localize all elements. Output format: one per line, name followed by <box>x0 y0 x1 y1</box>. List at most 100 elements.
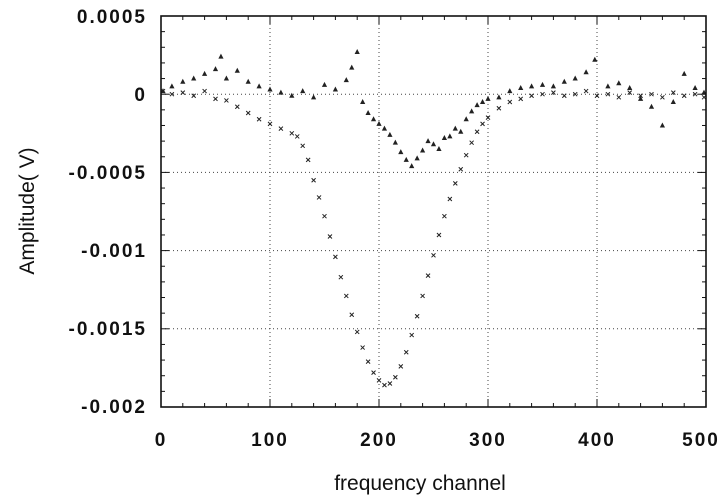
data-point-x <box>409 332 415 338</box>
data-point-x <box>518 96 524 102</box>
data-point-x <box>627 90 633 95</box>
data-point-triangle <box>349 64 355 70</box>
data-point-x <box>458 166 464 172</box>
data-point-x <box>469 140 475 146</box>
data-point-x <box>316 195 322 200</box>
data-point-triangle <box>474 102 480 108</box>
data-point-triangle <box>436 145 442 151</box>
data-point-triangle <box>479 99 486 105</box>
data-point-triangle <box>430 141 437 147</box>
data-point-x <box>507 99 513 105</box>
data-point-x <box>371 370 376 375</box>
data-point-x <box>300 143 306 149</box>
data-point-triangle <box>256 83 262 89</box>
data-point-x <box>616 94 622 100</box>
data-point-triangle <box>370 116 377 122</box>
data-point-x <box>436 232 442 238</box>
data-point-triangle <box>507 88 513 94</box>
data-point-x <box>447 196 453 202</box>
data-point-x <box>403 349 409 355</box>
x-tick-label: 100 <box>251 430 289 451</box>
data-point-x <box>191 93 197 99</box>
data-point-x <box>463 152 469 158</box>
data-point-triangle <box>670 99 676 105</box>
data-point-triangle <box>550 83 556 89</box>
data-point-triangle <box>692 84 698 90</box>
grid-layer <box>161 16 706 407</box>
data-point-triangle <box>169 83 175 89</box>
data-point-x <box>278 126 284 131</box>
data-point-x <box>180 90 186 95</box>
data-point-x <box>343 293 349 299</box>
data-point-triangle <box>561 78 567 84</box>
data-point-triangle <box>496 94 502 100</box>
data-point-x <box>605 91 611 97</box>
data-point-x <box>485 115 491 121</box>
data-point-triangle <box>420 147 426 153</box>
data-point-triangle <box>518 84 524 90</box>
data-point-triangle <box>202 70 208 76</box>
data-point-triangle <box>648 103 655 109</box>
data-point-triangle <box>311 94 317 100</box>
data-point-triangle <box>463 116 469 122</box>
data-point-x <box>529 93 534 99</box>
data-point-x <box>442 213 447 219</box>
y-axis-title: Amplitude( V) <box>16 147 39 274</box>
data-point-x <box>670 90 676 95</box>
data-point-x <box>202 88 207 94</box>
data-point-triangle <box>681 70 687 76</box>
data-point-x <box>572 91 578 97</box>
data-point-triangle <box>447 133 453 139</box>
y-tick-label: 0.0005 <box>77 7 147 28</box>
data-point-x <box>392 374 398 380</box>
data-point-triangle <box>441 134 447 140</box>
data-point-triangle <box>376 120 382 126</box>
data-point-x <box>431 252 436 258</box>
data-point-triangle <box>381 125 388 131</box>
data-point-x <box>425 273 431 278</box>
data-point-triangle <box>452 125 458 131</box>
data-point-triangle <box>278 89 284 95</box>
plot-frame <box>160 15 707 408</box>
data-point-x <box>234 104 240 110</box>
data-point-triangle <box>180 78 186 84</box>
data-point-triangle <box>572 75 578 81</box>
data-point-x <box>540 91 545 97</box>
data-point-x <box>338 274 344 280</box>
y-tick-label: 0 <box>134 85 147 106</box>
data-point-x <box>322 213 327 219</box>
data-point-x <box>349 312 355 318</box>
data-point-x <box>360 345 366 350</box>
data-point-x <box>213 96 218 102</box>
data-point-triangle <box>191 75 197 81</box>
data-point-triangle <box>234 67 240 73</box>
data-point-triangle <box>485 95 491 101</box>
data-point-triangle <box>409 163 415 169</box>
data-point-x <box>311 177 316 183</box>
y-tick-label: -0.0005 <box>69 163 147 184</box>
data-point-x <box>245 110 251 116</box>
data-point-x <box>414 313 420 319</box>
x-tick-label: 500 <box>682 430 720 451</box>
y-tick-label: -0.0015 <box>69 319 147 340</box>
data-point-triangle <box>425 138 431 144</box>
data-point-x <box>294 134 300 139</box>
data-point-x <box>398 363 404 369</box>
data-point-x <box>583 88 589 94</box>
data-point-x <box>452 180 458 186</box>
data-point-triangle <box>616 80 622 86</box>
data-point-triangle <box>365 109 371 115</box>
data-point-x <box>638 93 643 99</box>
data-point-triangle <box>387 131 393 137</box>
data-point-x <box>660 94 665 100</box>
data-point-x <box>382 382 387 388</box>
data-point-triangle <box>321 81 328 87</box>
data-point-x <box>267 121 273 127</box>
data-point-triangle <box>245 78 251 84</box>
data-point-x <box>365 359 371 364</box>
data-point-triangle <box>343 77 349 83</box>
data-point-triangle <box>627 84 633 90</box>
data-point-triangle <box>659 122 665 128</box>
